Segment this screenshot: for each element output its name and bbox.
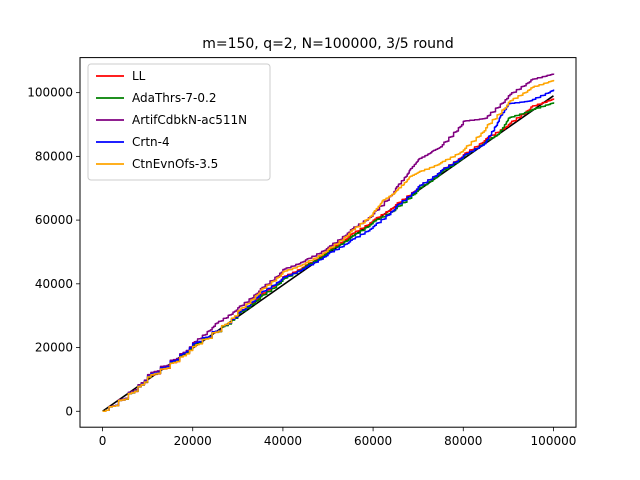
plot-frame [79,57,577,428]
legend-label: Crtn-4 [132,135,170,149]
axis-ticks: 0 20000 40000 60000 80000 100000 0 20000 40000 60… [27,86,576,449]
legend-label: CtnEvnOfs-3.5 [132,157,218,171]
y-tick-label: 60000 [35,213,73,227]
legend-label: ArtifCdbkN-ac511N [132,113,247,127]
x-tick-label: 80000 [444,434,482,448]
x-tick-label: 100000 [531,434,577,448]
y-tick-label: 20000 [35,341,73,355]
y-tick-label: 40000 [35,277,73,291]
y-tick-label: 80000 [35,149,73,163]
legend: LL AdaThrs-7-0.2 ArtifCdbkN-ac511N Crtn-4 Ct… [87,63,271,181]
series-layer [102,73,555,413]
x-tick-label: 60000 [354,434,392,448]
legend-label: LL [132,69,146,83]
chart-title: m=150, q=2, N=100000, 3/5 round [202,36,454,52]
x-tick-label: 20000 [174,434,212,448]
x-tick-label: 0 [99,434,107,448]
y-tick-label: 100000 [27,86,73,100]
legend-label: AdaThrs-7-0.2 [132,91,216,105]
legend-box [87,63,271,181]
x-tick-label: 40000 [264,434,302,448]
series-line-ctnevnofs-3-5 [102,79,555,413]
y-tick-label: 0 [65,404,73,418]
